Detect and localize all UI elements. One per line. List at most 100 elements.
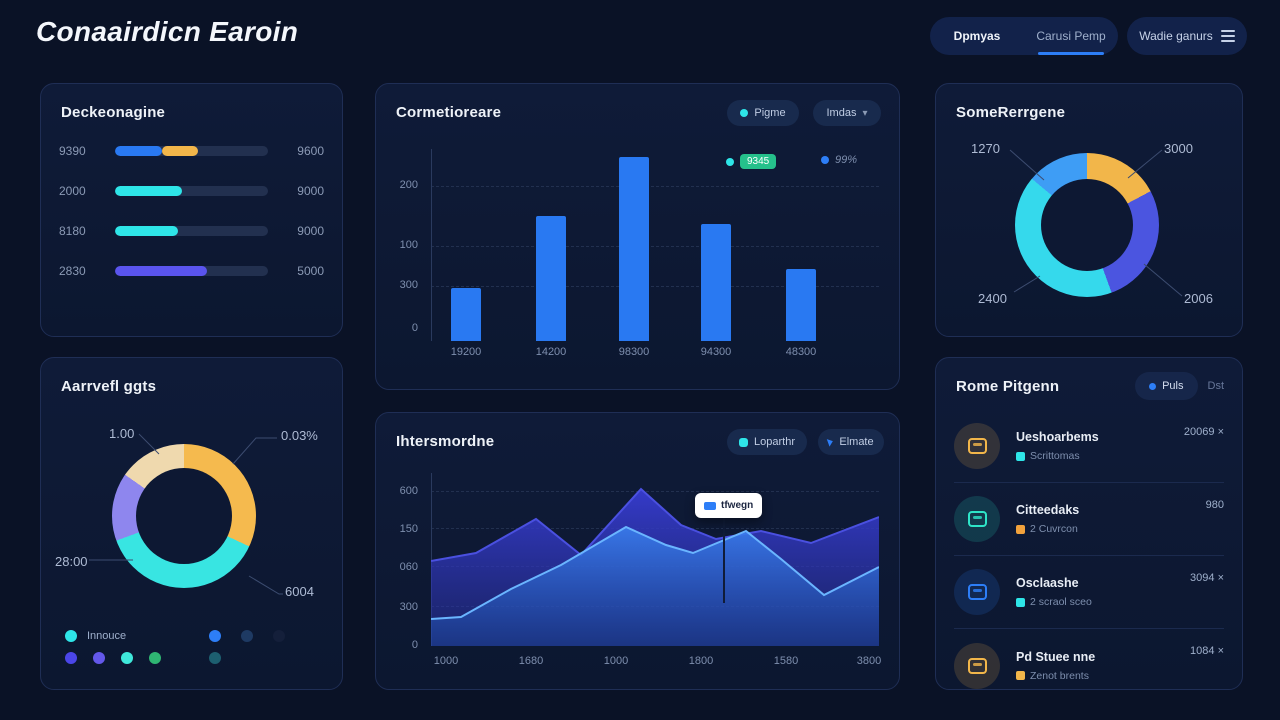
- active-tab-underline: [1038, 52, 1104, 55]
- list-filter-inactive[interactable]: Dst: [1207, 380, 1225, 392]
- list-item-value: 1084 ×: [1190, 645, 1224, 657]
- donut-ring: [112, 444, 256, 588]
- progress-row-right-value: 9000: [297, 224, 324, 238]
- legend-dot-icon: [241, 630, 253, 642]
- bar[interactable]: [619, 157, 649, 341]
- area-y-tick-label: 300: [399, 601, 418, 613]
- bar-y-tick-label: 200: [399, 179, 418, 191]
- area-series-lightblue: [431, 527, 879, 646]
- donut-left-legend: Innouce: [41, 626, 344, 681]
- list-item-value: 20069 ×: [1183, 426, 1224, 438]
- progress-row-right-value: 9000: [297, 184, 324, 198]
- bar-gridline: [431, 186, 879, 187]
- chart-tooltip: tfwegn: [695, 493, 763, 518]
- legend-dot-icon: [149, 652, 161, 664]
- donut-left-card-title: Aarrvefl ggts: [61, 378, 157, 395]
- legend-cyan-dot-icon: [726, 157, 734, 166]
- legend-dot-icon: [209, 652, 221, 664]
- progress-bar-track[interactable]: [115, 146, 268, 156]
- progress-row-left-value: 2000: [59, 184, 86, 198]
- list-filter-active[interactable]: Puls: [1135, 372, 1198, 400]
- list-item-icon: [954, 569, 1000, 615]
- bar-card-dropdown-label: Imdas: [826, 107, 857, 119]
- bar[interactable]: [536, 216, 566, 341]
- header-segmented-control: Dpmyas Carusi Pemp: [930, 17, 1118, 55]
- donut-hole: [1041, 179, 1133, 271]
- bar-x-tick-label: 48300: [785, 346, 817, 358]
- list-item-title: Citteedaks: [1016, 503, 1080, 517]
- bar[interactable]: [451, 288, 481, 341]
- menu-button[interactable]: Wadie ganurs: [1127, 17, 1247, 55]
- progress-bar-track[interactable]: [115, 226, 268, 236]
- progress-row: 2000 9000: [59, 184, 324, 198]
- bar-gridline: [431, 246, 879, 247]
- list-card-title: Rome Pitgenn: [956, 378, 1060, 395]
- bar-chart-card: Cormetioreare Pigme Imdas ▾ 9345 99% 200…: [375, 83, 900, 390]
- list-filter-active-label: Puls: [1162, 380, 1184, 392]
- progress-bar-track[interactable]: [115, 186, 268, 196]
- legend-dot-icon: [273, 630, 285, 642]
- progress-row-left-value: 8180: [59, 224, 86, 238]
- bar-y-tick-label: 100: [399, 239, 418, 251]
- menu-button-label: Wadie ganurs: [1139, 29, 1213, 43]
- legend-dot-icon: [121, 652, 133, 664]
- bar-card-primary-button[interactable]: Pigme: [727, 100, 799, 126]
- bar-x-tick-label: 14200: [535, 346, 567, 358]
- legend-dot-icon: [65, 630, 77, 642]
- progress-bar-segment: [162, 146, 198, 156]
- bar-card-title: Cormetioreare: [396, 104, 502, 121]
- donut-value-label: 0.03%: [281, 428, 318, 443]
- progress-bar-track[interactable]: [115, 266, 268, 276]
- subtitle-icon: [1016, 451, 1025, 461]
- tooltip-pointer-line: [723, 518, 725, 603]
- arrow-icon: [827, 437, 835, 447]
- subtitle-icon: [1016, 524, 1025, 534]
- bar[interactable]: [701, 224, 731, 341]
- list-items: Ueshoarbems Scrittomas 20069 × Citteedaks 2 …: [954, 410, 1224, 702]
- bar-y-axis-line: [431, 149, 432, 341]
- tab-carusi-pemp[interactable]: Carusi Pemp: [1024, 17, 1118, 55]
- donut-hole: [136, 468, 232, 564]
- bar-x-tick-label: 19200: [450, 346, 482, 358]
- list-item[interactable]: Pd Stuee nne Zenot brents 1084 ×: [954, 629, 1224, 702]
- progress-card-title: Deckeonagine: [61, 104, 166, 121]
- hamburger-icon: [1220, 30, 1235, 42]
- list-item[interactable]: Osclaashe 2 scraol sceo 3094 ×: [954, 556, 1224, 629]
- subtitle-text: Zenot brents: [1030, 669, 1089, 682]
- list-item-main: Citteedaks 2 Cuvrcon: [1016, 503, 1206, 535]
- bar-card-dropdown[interactable]: Imdas ▾: [813, 100, 881, 126]
- list-item-icon: [954, 496, 1000, 542]
- area-y-axis-line: [431, 473, 432, 646]
- progress-bar-segment: [115, 186, 183, 196]
- list-card: Rome Pitgenn Puls Dst Ueshoarbems Scritto…: [935, 357, 1243, 690]
- cyan-dot-icon: [740, 109, 749, 117]
- list-item-subtitle: Scrittomas: [1016, 450, 1184, 462]
- area-y-tick-label: 0: [411, 639, 418, 651]
- area-card-secondary-label: Elmate: [839, 436, 874, 448]
- area-card-primary-button[interactable]: Loparthr: [727, 429, 807, 455]
- area-plot-area: [431, 473, 879, 646]
- list-item-icon: [954, 423, 1000, 469]
- subtitle-icon: [1016, 597, 1025, 607]
- tab-dpmyas[interactable]: Dpmyas: [953, 29, 1001, 43]
- legend-blue-dot-icon: [821, 156, 829, 164]
- donut-value-label: 2400: [978, 291, 1007, 306]
- area-card-primary-label: Loparthr: [754, 436, 795, 448]
- progress-row: 2830 5000: [59, 264, 324, 278]
- area-x-tick-label: 1580: [773, 655, 799, 667]
- list-item-title: Pd Stuee nne: [1016, 649, 1096, 664]
- area-card-secondary-button[interactable]: Elmate: [818, 429, 884, 455]
- bar-x-tick-label: 94300: [700, 346, 732, 358]
- list-item[interactable]: Citteedaks 2 Cuvrcon 980: [954, 483, 1224, 556]
- subtitle-icon: [1016, 671, 1025, 680]
- subtitle-text: 2 scraol sceo: [1030, 596, 1092, 608]
- bar-legend-item-1: 9345: [726, 154, 777, 169]
- area-y-tick-label: 060: [399, 561, 418, 573]
- list-item[interactable]: Ueshoarbems Scrittomas 20069 ×: [954, 410, 1224, 483]
- legend-label: Innouce: [87, 630, 127, 642]
- area-chart-card: Ihtersmordne Loparthr Elmate 600 150 060 30…: [375, 412, 900, 690]
- blue-dot-icon: [1149, 382, 1157, 390]
- bar[interactable]: [786, 269, 816, 341]
- bar-card-primary-label: Pigme: [754, 107, 786, 119]
- donut-value-label: 1.00: [109, 426, 135, 441]
